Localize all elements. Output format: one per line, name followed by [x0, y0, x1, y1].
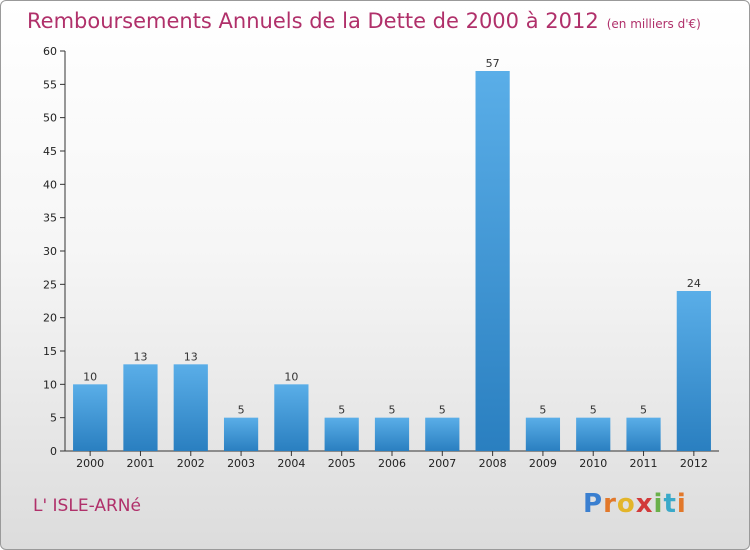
x-tick-label: 2001 — [126, 457, 154, 470]
y-tick-label: 40 — [43, 178, 57, 191]
data-label: 5 — [338, 404, 345, 417]
data-label: 10 — [284, 370, 298, 383]
data-label: 5 — [539, 404, 546, 417]
y-tick-label: 20 — [43, 312, 57, 325]
bar — [676, 291, 711, 451]
bar — [374, 417, 410, 451]
x-tick-label: 2006 — [378, 457, 406, 470]
bar — [173, 364, 208, 451]
data-label: 13 — [133, 350, 147, 363]
data-label: 13 — [184, 350, 198, 363]
bar — [73, 384, 108, 451]
x-tick-label: 2008 — [479, 457, 507, 470]
y-tick-label: 30 — [43, 245, 57, 258]
logo-letter: o — [616, 489, 636, 519]
data-label: 5 — [238, 404, 245, 417]
x-tick-label: 2010 — [579, 457, 607, 470]
y-tick-label: 35 — [43, 212, 57, 225]
y-tick-label: 5 — [50, 412, 57, 425]
logo-letter: P — [583, 489, 604, 519]
x-tick-label: 2011 — [630, 457, 658, 470]
chart-title: Remboursements Annuels de la Dette de 20… — [27, 9, 701, 33]
x-tick-label: 2005 — [328, 457, 356, 470]
logo-letter: i — [676, 489, 687, 519]
x-tick-label: 2002 — [177, 457, 205, 470]
y-tick-label: 25 — [43, 278, 57, 291]
data-label: 57 — [486, 57, 500, 70]
bar — [475, 71, 510, 451]
title-text: Remboursements Annuels de la Dette de 20… — [27, 9, 599, 33]
x-tick-label: 2007 — [428, 457, 456, 470]
logo-letter: t — [663, 489, 677, 519]
bar — [525, 417, 561, 451]
data-label: 10 — [83, 370, 97, 383]
data-label: 24 — [687, 277, 701, 290]
y-tick-label: 10 — [43, 378, 57, 391]
unit-label: (en milliers d'€) — [606, 17, 701, 31]
data-label: 5 — [640, 404, 647, 417]
y-tick-label: 50 — [43, 112, 57, 125]
y-tick-label: 60 — [43, 45, 57, 58]
y-tick-label: 0 — [50, 445, 57, 458]
bar — [425, 417, 460, 451]
proxiti-logo: Proxiti — [583, 489, 687, 519]
x-tick-label: 2003 — [227, 457, 255, 470]
bar — [274, 384, 309, 451]
x-tick-label: 2009 — [529, 457, 557, 470]
y-tick-label: 55 — [43, 78, 57, 91]
y-tick-label: 45 — [43, 145, 57, 158]
data-label: 5 — [439, 404, 446, 417]
logo-letter: x — [635, 489, 654, 519]
data-label: 5 — [389, 404, 396, 417]
logo-letter: i — [653, 489, 664, 519]
x-tick-label: 2000 — [76, 457, 104, 470]
x-tick-label: 2004 — [277, 457, 305, 470]
commune-name: L' ISLE-ARNé — [33, 496, 141, 516]
y-tick-label: 15 — [43, 345, 57, 358]
bar — [576, 417, 611, 451]
bar — [626, 417, 661, 451]
logo-letter: r — [603, 489, 617, 519]
bar — [324, 417, 359, 451]
x-tick-label: 2012 — [680, 457, 708, 470]
bar — [123, 364, 158, 451]
bar — [223, 417, 259, 451]
data-label: 5 — [590, 404, 597, 417]
